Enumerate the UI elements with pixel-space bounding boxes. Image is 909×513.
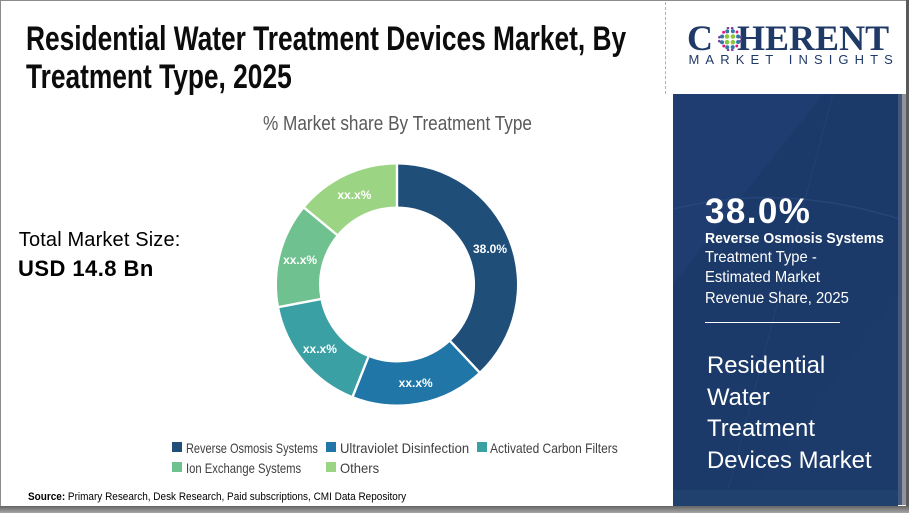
- svg-text:xx.x%: xx.x%: [303, 342, 337, 356]
- svg-text:xx.x%: xx.x%: [399, 376, 433, 390]
- svg-text:xx.x%: xx.x%: [283, 253, 317, 267]
- svg-text:38.0%: 38.0%: [473, 242, 507, 256]
- svg-text:xx.x%: xx.x%: [337, 188, 371, 202]
